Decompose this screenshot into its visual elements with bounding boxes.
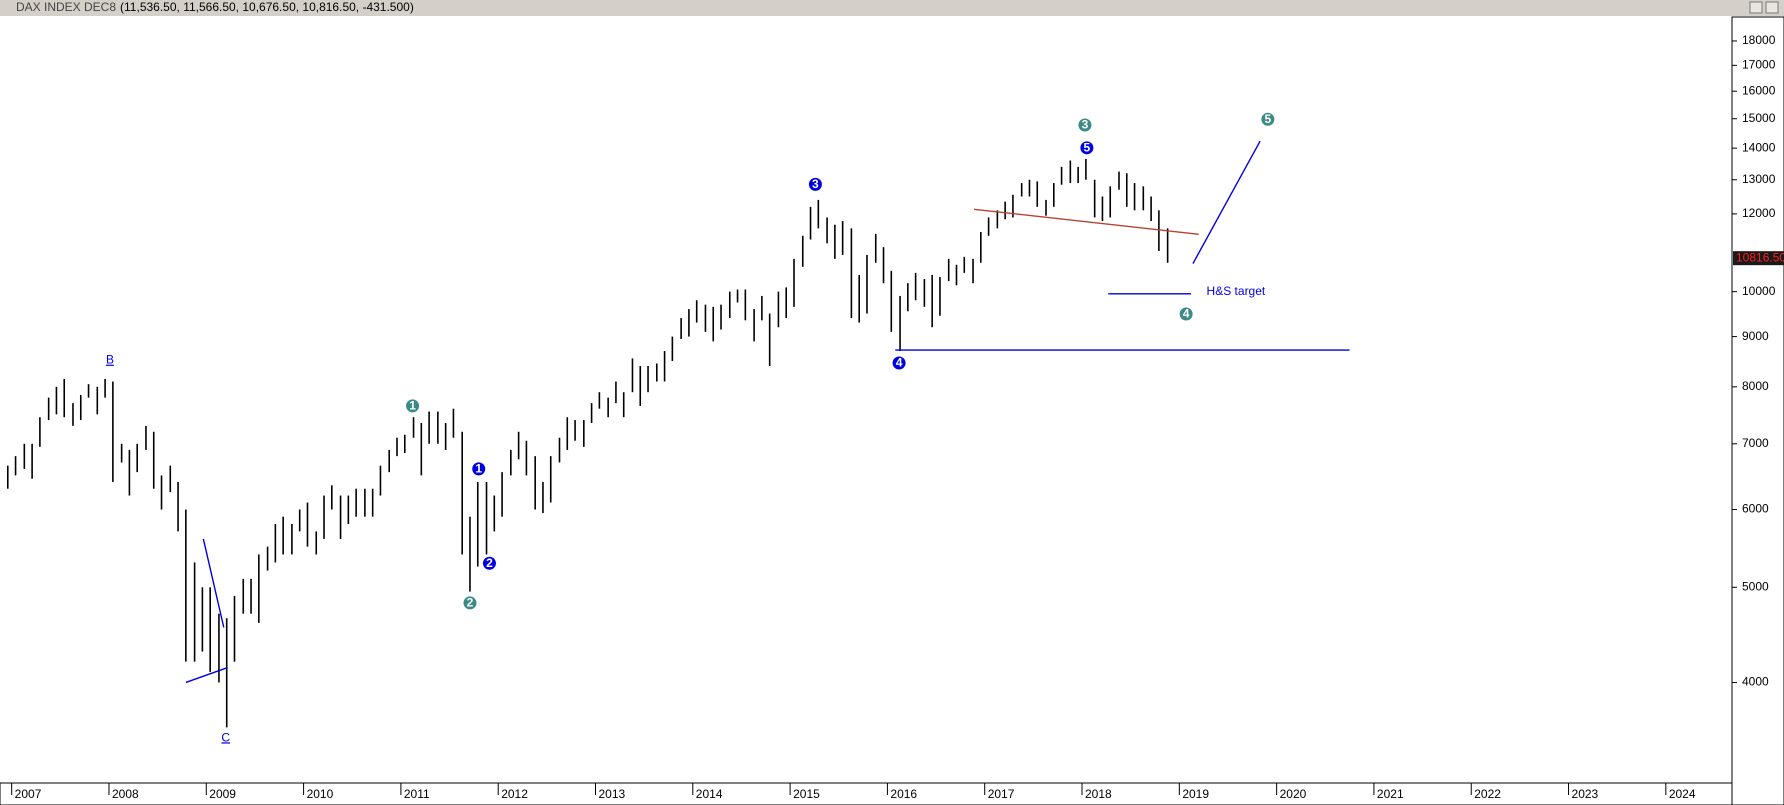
last-price-label: 10816.50: [1736, 250, 1784, 264]
wave-label: 2: [486, 556, 493, 570]
x-tick-label: 2024: [1669, 787, 1696, 801]
x-tick-label: 2016: [890, 787, 917, 801]
x-tick-label: 2019: [1182, 787, 1209, 801]
y-tick-label: 8000: [1742, 379, 1769, 393]
wave-marker: [1078, 118, 1092, 132]
y-tick-label: 6000: [1742, 502, 1769, 516]
wave-marker: [892, 356, 906, 370]
x-tick-label: 2007: [15, 787, 42, 801]
annotation: H&S target: [1207, 284, 1266, 298]
y-axis-panel: [1731, 16, 1784, 805]
wave-marker: [482, 556, 496, 570]
x-tick-label: 2011: [404, 787, 430, 801]
wave-label: B: [106, 353, 114, 367]
wave-label: 4: [896, 356, 903, 370]
x-tick-label: 2021: [1377, 787, 1404, 801]
wave-marker: [463, 596, 477, 610]
x-tick-label: 2009: [209, 787, 236, 801]
x-tick-label: 2010: [307, 787, 334, 801]
ohlc-summary: (11,536.50, 11,566.50, 10,676.50, 10,816…: [120, 0, 414, 14]
x-tick-label: 2020: [1280, 787, 1307, 801]
x-tick-label: 2008: [112, 787, 139, 801]
wave-label: C: [221, 730, 230, 744]
wave-marker: [1080, 141, 1094, 155]
x-tick-label: 2013: [598, 787, 625, 801]
y-tick-label: 18000: [1742, 33, 1776, 47]
wave-marker: [472, 462, 486, 476]
x-axis-panel: [0, 782, 1733, 805]
x-tick-label: 2022: [1474, 787, 1501, 801]
wave-label: 3: [1082, 118, 1089, 132]
trend-line: [202, 538, 225, 628]
wave-label: 4: [1183, 307, 1190, 321]
last-price-box: [1733, 251, 1784, 266]
x-tick-label: 2018: [1085, 787, 1112, 801]
wave-label: 5: [1265, 112, 1272, 126]
y-tick-label: 16000: [1742, 83, 1776, 97]
y-tick-label: 17000: [1742, 58, 1776, 72]
wave-label: 1: [409, 399, 416, 413]
x-tick-label: 2023: [1572, 787, 1599, 801]
y-tick-label: 10000: [1742, 284, 1776, 298]
y-tick-label: 7000: [1742, 436, 1769, 450]
y-tick-label: 9000: [1742, 329, 1769, 343]
trend-line: [185, 666, 228, 684]
x-tick-label: 2017: [988, 787, 1015, 801]
wave-marker: [406, 399, 420, 413]
wave-marker: [808, 177, 822, 191]
x-tick-label: 2015: [793, 787, 820, 801]
wave-label: 5: [1084, 141, 1091, 155]
y-tick-label: 14000: [1742, 140, 1776, 154]
x-tick-label: 2014: [696, 787, 723, 801]
wave-label: 2: [467, 596, 474, 610]
y-tick-label: 13000: [1742, 172, 1776, 186]
trend-line: [973, 208, 1199, 235]
wave-marker: [1179, 307, 1193, 321]
y-tick-label: 15000: [1742, 111, 1776, 125]
window-button[interactable]: [1749, 1, 1763, 14]
y-tick-label: 12000: [1742, 206, 1776, 220]
wave-label: 3: [812, 177, 819, 191]
wave-marker: [1261, 112, 1275, 126]
x-tick-label: 2012: [501, 787, 528, 801]
window-button[interactable]: [1765, 1, 1779, 14]
wave-label: 1: [475, 462, 482, 476]
y-tick-label: 4000: [1742, 675, 1769, 689]
trend-line: [1192, 140, 1261, 264]
chart-title: DAX INDEX DEC8: [16, 0, 116, 14]
y-tick-label: 5000: [1742, 579, 1769, 593]
header-bar: [0, 0, 1784, 16]
